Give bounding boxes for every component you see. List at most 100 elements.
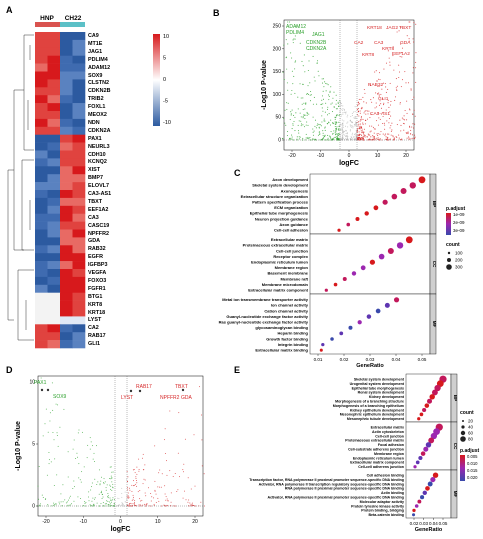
volcano-point [374,107,376,109]
volcano-point [134,500,136,502]
volcano-point [126,480,128,482]
volcano-point [84,503,86,505]
heatmap-cell [60,79,73,88]
volcano-point [112,471,114,473]
volcano-point [296,139,298,141]
volcano-point [389,64,391,66]
volcano-point [325,90,327,92]
dotplot-dot [418,455,423,461]
volcano-point [121,492,123,494]
heatmap-cell [60,276,73,286]
volcano-point [159,469,161,471]
volcano-point [319,124,321,126]
volcano-point [323,120,325,122]
volcano-point [329,135,331,137]
heatmap-cell [60,166,73,175]
volcano-point [332,97,334,99]
volcano-point [335,99,337,101]
volcano-point [182,471,184,473]
volcano-point [414,134,416,136]
volcano-point [297,130,300,132]
volcano-point [373,137,375,139]
volcano-point [303,54,305,56]
heatmap-cell [60,213,73,222]
volcano-d-gene-label: RAB17 [136,384,152,390]
volcano-point [337,114,339,116]
volcano-point [355,117,357,119]
volcano-point [349,130,351,132]
heatmap-gene-label: ELOVL7 [88,183,109,190]
heatmap-cell [60,237,73,246]
heatmap-gene-label: LYST [88,317,102,324]
heatmap-gene-label: CDKN2B [88,88,111,95]
heatmap-gene-label: CA2 [88,325,99,332]
volcano-b-up-label: EEF1A2 [392,51,410,57]
volcano-point [302,124,304,126]
volcano-point [326,83,328,85]
heatmap-cell [60,118,73,128]
volcano-point [385,136,387,138]
volcano-point [349,119,351,121]
volcano-point [39,503,41,505]
volcano-point [38,466,40,468]
volcano-point [292,124,294,126]
volcano-point [410,129,412,131]
heatmap-cell [60,205,73,214]
dotplot-term-label: Membrane region [275,265,309,270]
volcano-point [144,479,146,481]
volcano-point [48,451,50,453]
volcano-point [80,481,82,483]
volcano-point [377,85,379,87]
volcano-point [394,96,397,98]
volcano-point [81,471,83,473]
heatmap-cell [60,126,73,135]
legend-count-dot [447,251,451,255]
volcano-point [190,504,192,506]
volcano-point [371,101,373,103]
volcano-point [374,71,376,73]
volcano-point [306,93,308,95]
volcano-point [340,105,342,107]
volcano-point [327,137,329,139]
dotplot-facet-label: BP [432,201,437,207]
volcano-point [400,130,402,132]
volcano-point [290,52,292,54]
volcano-point [335,130,337,132]
heatmap-gene-label: CA3 [88,214,99,221]
volcano-point [298,136,300,138]
volcano-point [389,61,391,63]
volcano-point [405,132,407,134]
volcano-point [307,93,309,96]
volcano-point [52,431,54,433]
volcano-point [386,136,388,138]
volcano-point [390,100,392,102]
heatmap-gene-label: CDKN2A [88,127,111,134]
volcano-point [395,78,397,80]
volcano-point [384,82,386,85]
dotplot-term-label: Renal system development [358,391,405,395]
volcano-point [112,497,114,499]
volcano-point [136,473,138,475]
volcano-point [154,489,156,491]
heatmap-cell [35,229,48,238]
volcano-point [339,110,341,113]
volcano-point [337,101,339,103]
volcano-point [184,490,186,492]
dotplot-facet-label: MF [432,321,437,328]
volcano-point [294,68,296,70]
dotplot-term-label: Extracellular matrix component [350,461,405,465]
volcano-point [359,110,361,112]
volcano-point [331,110,334,113]
volcano-point [350,125,352,127]
volcano-point [141,499,143,501]
volcano-point [72,488,74,490]
heatmap-cell [72,142,86,151]
volcano-point [204,505,206,507]
heatmap-cell [72,324,86,333]
volcano-point [351,134,353,136]
volcano-point [286,134,288,137]
volcano-point [415,61,417,63]
volcano-point [342,105,344,107]
volcano-point [304,114,306,116]
